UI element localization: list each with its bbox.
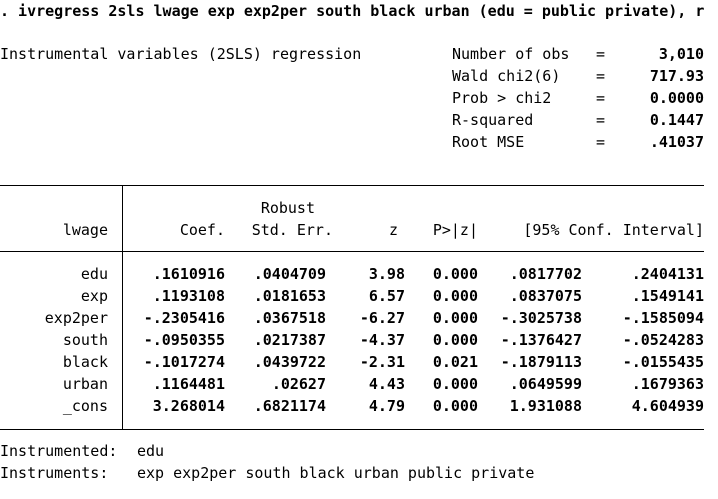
cell-z: -4.37	[359, 331, 405, 349]
header-z: z	[388, 221, 398, 239]
cell-ci-high: -.0155435	[622, 353, 704, 371]
cell-pvalue: 0.000	[432, 287, 478, 305]
cell-ci-high: .1549141	[631, 287, 704, 305]
cell-stderr: .6821174	[253, 397, 326, 415]
stat-value: 3,010	[658, 45, 704, 63]
instruments-value: exp exp2per south black urban public pri…	[137, 464, 535, 482]
cell-pvalue: 0.021	[432, 353, 478, 371]
cell-z: 4.43	[368, 375, 405, 393]
cell-z: 3.98	[368, 265, 405, 283]
instrumented-label: Instrumented:	[0, 442, 118, 460]
stat-label: R-squared	[452, 111, 534, 129]
cell-coef: .1193108	[152, 287, 225, 305]
row-label: urban	[62, 375, 108, 393]
row-label: exp2per	[44, 309, 108, 327]
cell-ci-low: 1.931088	[509, 397, 582, 415]
header-depvar: lwage	[62, 221, 108, 239]
cell-coef: -.0950355	[143, 331, 225, 349]
cell-stderr: .0404709	[253, 265, 326, 283]
cell-ci-low: -.3025738	[500, 309, 582, 327]
stat-label: Number of obs	[452, 45, 570, 63]
cell-coef: .1164481	[152, 375, 225, 393]
cell-ci-low: -.1879113	[500, 353, 582, 371]
cell-z: -2.31	[359, 353, 405, 371]
stat-label: Wald chi2(6)	[452, 67, 561, 85]
cell-stderr: .0181653	[253, 287, 326, 305]
cell-ci-low: .0817702	[509, 265, 582, 283]
cell-pvalue: 0.000	[432, 397, 478, 415]
table-bottom-rule	[0, 429, 704, 430]
cell-stderr: .02627	[271, 375, 326, 393]
cell-stderr: .0439722	[253, 353, 326, 371]
cell-pvalue: 0.000	[432, 375, 478, 393]
stat-value: 717.93	[649, 67, 704, 85]
cell-pvalue: 0.000	[432, 265, 478, 283]
cell-stderr: .0367518	[253, 309, 326, 327]
cell-ci-low: .0649599	[509, 375, 582, 393]
header-coef: Coef.	[179, 221, 225, 239]
stat-equals: =	[596, 133, 606, 151]
cell-ci-high: -.1585094	[622, 309, 704, 327]
header-robust: Robust	[260, 199, 315, 217]
stat-equals: =	[596, 111, 606, 129]
cell-ci-low: .0837075	[509, 287, 582, 305]
cell-z: 6.57	[368, 287, 405, 305]
cell-ci-high: 4.604939	[631, 397, 704, 415]
row-label: _cons	[62, 397, 108, 415]
model-title: Instrumental variables (2SLS) regression	[0, 45, 362, 63]
cell-ci-high: .2404131	[631, 265, 704, 283]
cell-coef: -.1017274	[143, 353, 225, 371]
instrumented-value: edu	[137, 442, 165, 460]
stat-equals: =	[596, 89, 606, 107]
stat-equals: =	[596, 45, 606, 63]
cell-z: 4.79	[368, 397, 405, 415]
header-pvalue: P>|z|	[432, 221, 478, 239]
row-label: exp	[80, 287, 108, 305]
table-vertical-rule	[122, 185, 123, 429]
stat-label: Prob > chi2	[452, 89, 552, 107]
row-label: south	[62, 331, 108, 349]
header-stderr: Std. Err.	[251, 221, 333, 239]
cell-pvalue: 0.000	[432, 331, 478, 349]
stat-value: 0.0000	[649, 89, 704, 107]
cell-coef: .1610916	[152, 265, 225, 283]
stat-equals: =	[596, 67, 606, 85]
cell-pvalue: 0.000	[432, 309, 478, 327]
command-line: . ivregress 2sls lwage exp exp2per south…	[0, 2, 705, 20]
stat-value: 0.1447	[649, 111, 704, 129]
cell-stderr: .0217387	[253, 331, 326, 349]
cell-coef: 3.268014	[152, 397, 225, 415]
cell-coef: -.2305416	[143, 309, 225, 327]
table-header-rule	[0, 251, 704, 252]
row-label: black	[62, 353, 108, 371]
cell-z: -6.27	[359, 309, 405, 327]
instruments-label: Instruments:	[0, 464, 109, 482]
cell-ci-high: .1679363	[631, 375, 704, 393]
cell-ci-high: -.0524283	[622, 331, 704, 349]
stat-label: Root MSE	[452, 133, 525, 151]
row-label: edu	[80, 265, 108, 283]
stat-value: .41037	[649, 133, 704, 151]
cell-ci-low: -.1376427	[500, 331, 582, 349]
header-conf-interval: [95% Conf. Interval]	[523, 221, 704, 239]
table-top-rule	[0, 185, 704, 186]
